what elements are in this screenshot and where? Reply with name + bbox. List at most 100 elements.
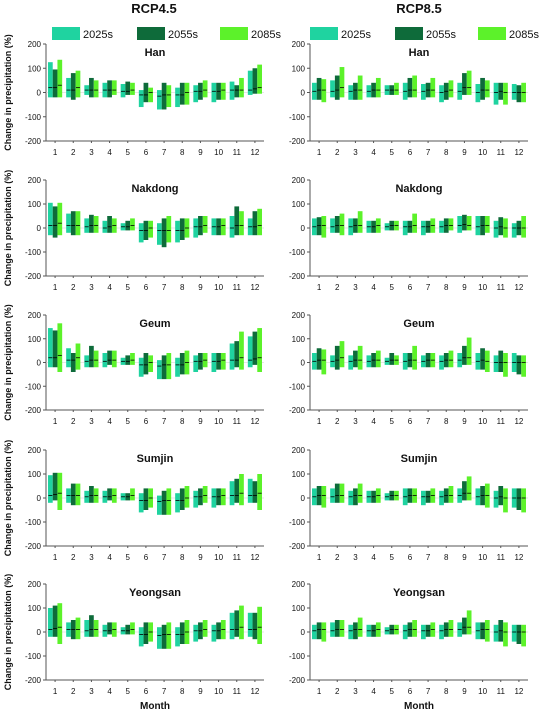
bar (503, 488, 508, 513)
x-tick-label: 2 (335, 283, 340, 292)
x-tick-label: 2 (71, 417, 76, 426)
y-tick-label: 200 (28, 40, 42, 49)
bar (348, 355, 354, 370)
bar (521, 355, 527, 377)
bar (257, 328, 263, 372)
bar (339, 213, 345, 236)
x-tick-label: 11 (233, 283, 242, 292)
x-tick-label: 2 (71, 553, 76, 562)
y-tick-label: 0 (301, 359, 306, 368)
bar (57, 59, 63, 98)
x-tick-label: 11 (497, 148, 506, 157)
x-tick-label: 6 (144, 148, 149, 157)
bar (107, 80, 112, 98)
bar (357, 345, 363, 370)
bar (211, 82, 217, 103)
y-tick-label: 100 (28, 200, 42, 209)
bar (420, 220, 426, 236)
y-tick-label: -200 (25, 406, 42, 415)
bar (462, 481, 467, 501)
bar (257, 64, 263, 94)
y-tick-label: 0 (301, 224, 306, 233)
x-tick-label: 7 (426, 687, 431, 696)
y-tick-label: -100 (25, 248, 42, 257)
bar (348, 624, 354, 640)
x-tick-label: 8 (180, 417, 185, 426)
x-tick-label: 6 (408, 687, 413, 696)
bar (257, 208, 263, 236)
bar (148, 220, 154, 238)
bar (457, 216, 463, 233)
bar (89, 345, 94, 368)
bar (412, 75, 418, 98)
bar (143, 488, 149, 510)
y-tick-label: 100 (292, 64, 306, 73)
bar (193, 355, 199, 372)
y-tick-label: -200 (25, 137, 42, 146)
bar (466, 610, 472, 635)
bar (75, 343, 81, 370)
bar (311, 624, 317, 640)
bar (120, 84, 126, 98)
bar (357, 211, 363, 233)
bar (348, 490, 354, 506)
x-axis-label: Month (140, 701, 170, 712)
bar (143, 353, 149, 375)
bar (466, 216, 472, 231)
bar (211, 488, 217, 508)
bar (93, 216, 99, 233)
x-tick-label: 11 (497, 553, 506, 562)
bar (166, 216, 172, 243)
bar (166, 622, 172, 649)
x-tick-label: 12 (514, 553, 523, 562)
bar (247, 336, 253, 368)
x-tick-label: 3 (89, 283, 94, 292)
bar (462, 345, 467, 365)
y-tick-label: 200 (28, 580, 42, 589)
bar (107, 488, 112, 501)
bar (89, 77, 94, 98)
x-tick-label: 1 (317, 148, 322, 157)
y-tick-label: -100 (289, 248, 306, 257)
y-tick-label: -200 (289, 137, 306, 146)
bar (234, 206, 240, 236)
x-tick-label: 6 (408, 148, 413, 157)
x-tick-label: 10 (214, 553, 223, 562)
bar (234, 610, 240, 637)
bar (184, 486, 190, 508)
y-tick-label: -200 (25, 676, 42, 685)
bar (334, 345, 340, 370)
bar (353, 82, 358, 100)
bar (107, 350, 112, 365)
bar (466, 70, 472, 95)
bar (448, 218, 454, 231)
legend-label: 2085s (251, 29, 281, 41)
bar (70, 353, 76, 372)
bar (211, 624, 217, 642)
bar (138, 357, 144, 377)
bar (229, 81, 235, 100)
y-tick-label: -200 (289, 272, 306, 281)
x-tick-label: 1 (53, 687, 58, 696)
bar (484, 216, 490, 233)
y-tick-label: 100 (28, 64, 42, 73)
x-tick-label: 8 (180, 148, 185, 157)
y-tick-label: -100 (289, 113, 306, 122)
bar (156, 223, 162, 245)
x-tick-label: 4 (371, 283, 376, 292)
bar (229, 481, 235, 506)
bar (389, 353, 395, 365)
panel-title: Geum (403, 318, 434, 330)
bar (516, 355, 522, 375)
bar (247, 612, 253, 637)
bar (148, 87, 154, 103)
bar (161, 624, 167, 649)
bar (448, 80, 454, 98)
bar (156, 90, 162, 110)
bar (175, 87, 180, 108)
bar (47, 328, 53, 368)
bar (493, 624, 499, 642)
